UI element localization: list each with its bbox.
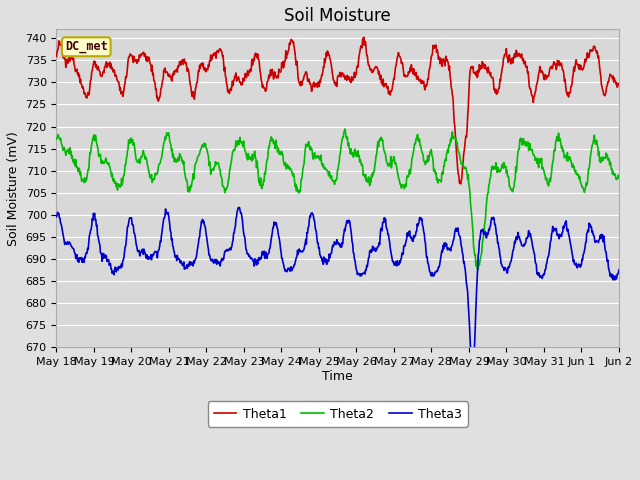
Theta3 — [52, 214, 60, 219]
Theta1 — [385, 91, 392, 96]
Line: Theta2: Theta2 — [56, 129, 619, 269]
Theta1 — [157, 86, 164, 92]
Text: DC_met: DC_met — [65, 40, 108, 53]
Line: Theta1: Theta1 — [56, 37, 619, 184]
Theta1 — [360, 35, 367, 40]
X-axis label: Time: Time — [323, 370, 353, 383]
Y-axis label: Soil Moisture (mV): Soil Moisture (mV) — [7, 131, 20, 246]
Theta3 — [287, 268, 294, 274]
Theta2 — [474, 266, 482, 272]
Theta3 — [597, 236, 605, 241]
Theta1 — [597, 74, 605, 80]
Theta3 — [588, 229, 596, 235]
Theta2 — [286, 167, 294, 172]
Theta1 — [615, 81, 623, 86]
Legend: Theta1, Theta2, Theta3: Theta1, Theta2, Theta3 — [207, 401, 468, 427]
Theta1 — [286, 42, 294, 48]
Theta1 — [79, 86, 87, 92]
Theta2 — [597, 159, 605, 165]
Theta3 — [615, 267, 623, 273]
Theta1 — [588, 47, 596, 53]
Theta2 — [588, 143, 596, 149]
Theta3 — [385, 231, 392, 237]
Title: Soil Moisture: Soil Moisture — [284, 7, 391, 25]
Theta3 — [157, 239, 164, 244]
Theta2 — [52, 136, 60, 142]
Theta3 — [236, 204, 243, 210]
Theta2 — [341, 126, 349, 132]
Theta2 — [615, 175, 623, 181]
Theta2 — [79, 178, 87, 183]
Theta2 — [385, 161, 392, 167]
Theta3 — [79, 257, 87, 263]
Theta1 — [457, 181, 465, 187]
Theta3 — [468, 364, 476, 370]
Theta2 — [157, 156, 164, 162]
Line: Theta3: Theta3 — [56, 207, 619, 367]
Theta1 — [52, 54, 60, 60]
